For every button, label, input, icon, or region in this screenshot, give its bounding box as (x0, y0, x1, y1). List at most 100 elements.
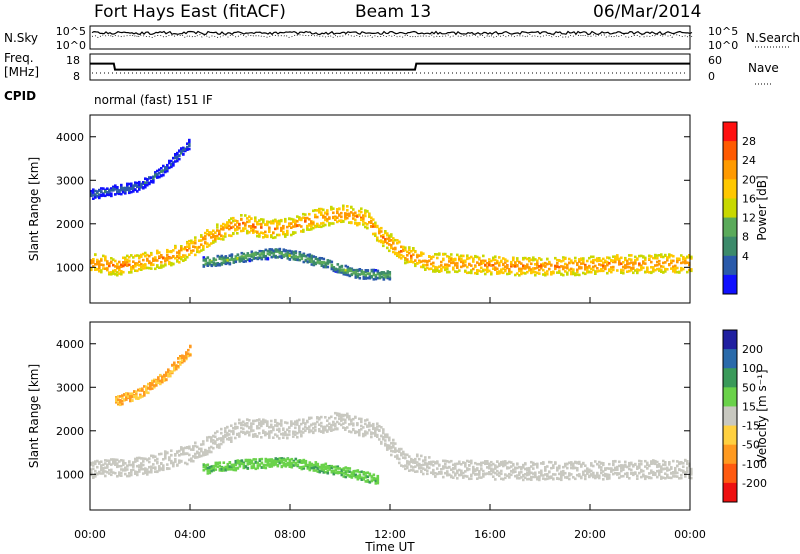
power-cell (574, 272, 577, 275)
power-cell (178, 154, 181, 157)
power-cell (370, 219, 373, 223)
power-cell (236, 225, 239, 229)
power-cell (326, 219, 329, 223)
power-cell (380, 239, 383, 242)
power-cell (128, 263, 131, 267)
power-cell (322, 265, 326, 269)
velocity-cell (316, 417, 319, 420)
velocity-cell (490, 467, 493, 471)
power-cell (206, 261, 210, 265)
power-cell (414, 264, 417, 268)
velocity-cell (262, 422, 265, 425)
power-cell (280, 252, 284, 255)
velocity-cell (110, 463, 113, 466)
power-cell (380, 234, 383, 238)
colorbar-tick-label: 100 (742, 362, 763, 375)
velocity-cell (142, 472, 145, 475)
power-cell (422, 263, 425, 267)
power-cell (270, 251, 274, 255)
power-cell (382, 273, 386, 277)
power-cell (614, 256, 617, 260)
power-cell (274, 256, 278, 259)
velocity-cell (542, 474, 545, 477)
power-cell (292, 250, 296, 254)
velocity-cell (328, 465, 332, 469)
power-cell (120, 192, 123, 196)
power-cell (646, 267, 649, 271)
velocity-cell (672, 471, 675, 474)
power-cell (436, 253, 439, 256)
velocity-cell (198, 454, 201, 458)
velocity-cell (674, 472, 677, 475)
power-cell (374, 232, 377, 236)
power-cell (688, 263, 691, 267)
power-cell (320, 222, 323, 225)
power-cell (464, 259, 467, 263)
power-cell (122, 270, 125, 274)
power-cell (256, 252, 260, 255)
velocity-cell (160, 452, 163, 456)
power-cell (526, 263, 529, 266)
velocity-cell (602, 473, 605, 477)
power-cell (652, 267, 655, 271)
power-cell (512, 256, 515, 260)
velocity-cell (358, 476, 362, 480)
velocity-cell (322, 468, 326, 472)
velocity-cell (640, 460, 643, 463)
power-cell (608, 256, 611, 260)
power-cell (574, 256, 577, 260)
velocity-cell (318, 466, 322, 469)
power-cell (652, 266, 655, 269)
velocity-cell (516, 463, 519, 466)
power-cell (124, 261, 127, 264)
power-cell (198, 239, 201, 242)
velocity-cell (338, 422, 341, 425)
velocity-cell (390, 446, 393, 450)
power-cell (190, 239, 193, 243)
velocity-cell (120, 464, 123, 468)
power-cell (420, 251, 423, 254)
velocity-cell (314, 429, 317, 432)
power-cell (92, 189, 95, 193)
velocity-cell (332, 423, 335, 427)
power-cell (656, 260, 659, 264)
power-cell (648, 254, 651, 258)
power-cell (188, 147, 191, 151)
power-cell (398, 250, 401, 254)
power-cell (192, 240, 195, 244)
velocity-cell (408, 455, 411, 458)
power-cell (370, 225, 373, 228)
power-cell (486, 269, 489, 272)
power-cell (340, 215, 343, 219)
power-cell (336, 216, 339, 219)
velocity-cell (110, 468, 113, 472)
velocity-cell (568, 461, 571, 465)
velocity-cell (250, 461, 254, 465)
velocity-cell (130, 471, 133, 474)
velocity-cell (268, 459, 272, 462)
power-cell (388, 236, 391, 240)
velocity-cell (208, 446, 211, 450)
power-cell (640, 268, 643, 271)
power-cell (138, 183, 141, 187)
power-cell (110, 257, 113, 260)
power-cell (438, 265, 441, 268)
power-cell (122, 190, 125, 194)
velocity-cell (682, 462, 685, 465)
velocity-cell (496, 469, 499, 473)
velocity-cell (648, 476, 651, 479)
velocity-cell (218, 446, 221, 449)
power-cell (594, 264, 597, 268)
velocity-cell (464, 474, 467, 478)
power-cell (144, 181, 147, 184)
velocity-cell (354, 475, 358, 479)
power-cell (610, 267, 613, 271)
velocity-cell (486, 472, 489, 475)
velocity-cell (174, 453, 177, 456)
power-band-3 (90, 138, 191, 200)
power-cell (566, 263, 569, 267)
power-cell (594, 270, 597, 273)
velocity-cell (276, 460, 280, 463)
velocity-cell (224, 427, 227, 430)
